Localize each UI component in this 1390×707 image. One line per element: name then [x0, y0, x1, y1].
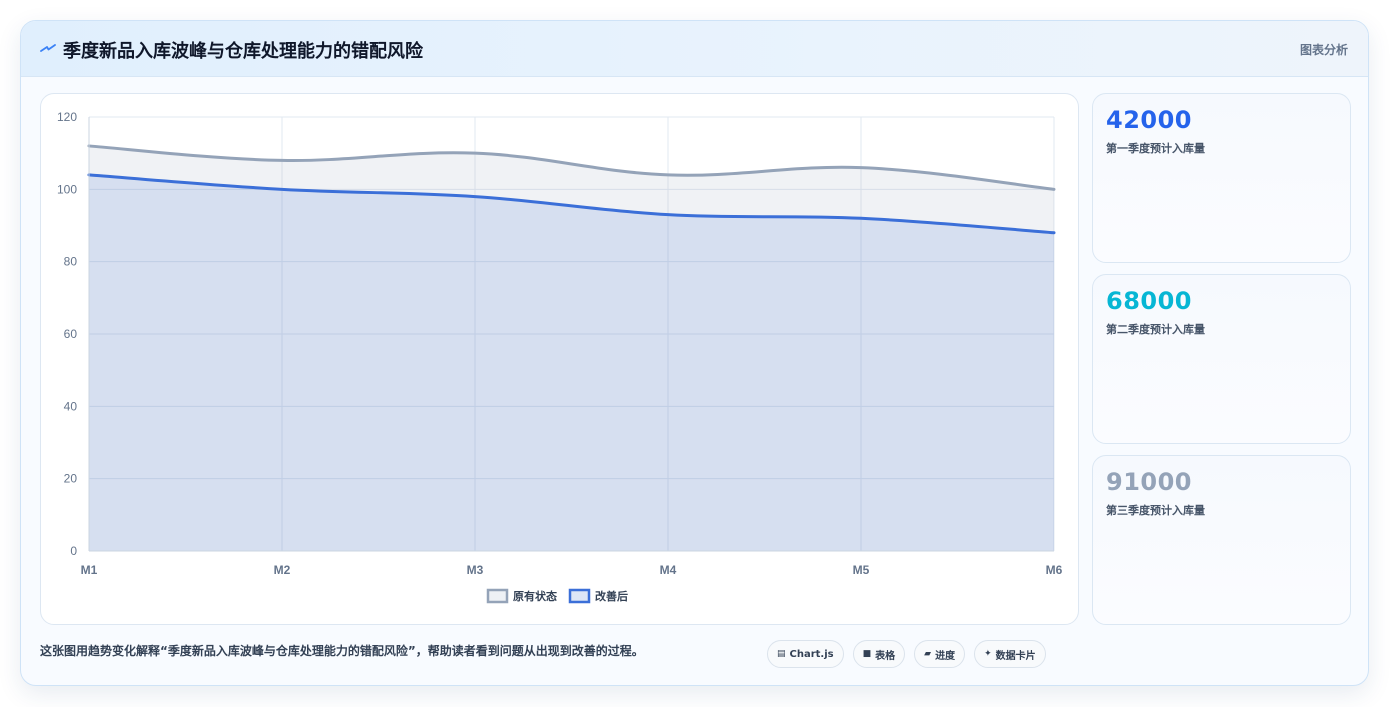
- series-line-2: [87, 173, 1056, 235]
- y-tick-label: 20: [64, 472, 78, 486]
- y-tick-label: 120: [57, 110, 77, 124]
- legend-swatch-1: [486, 588, 509, 604]
- stat-card-q1: 42000 第一季度预计入库量: [1092, 93, 1351, 263]
- x-tick-label: M4: [660, 563, 677, 577]
- y-tick-label: 60: [64, 327, 78, 341]
- trend-bolt-icon: [40, 44, 56, 52]
- series-line-1: [87, 144, 1056, 191]
- x-tick-label: M3: [467, 563, 484, 577]
- page-title: 季度新品入库波峰与仓库处理能力的错配风险: [63, 41, 423, 62]
- card-icon: ✦: [984, 649, 992, 659]
- stat-label: 第一季度预计入库量: [1106, 142, 1205, 155]
- chart-panel: 0 20 40 60 80 100 120 M1 M2 M3 M4 M5 M6 原有状态 改善后: [40, 93, 1079, 625]
- chart-card: 季度新品入库波峰与仓库处理能力的错配风险 图表分析 0 20 40 60 80 100 12…: [20, 20, 1369, 686]
- y-tick-label: 80: [64, 255, 78, 269]
- stat-card-q2: 68000 第二季度预计入库量: [1092, 274, 1351, 444]
- line-chart: 0 20 40 60 80 100 120 M1 M2 M3 M4 M5 M6 原有状态 改善后: [57, 110, 1063, 604]
- chip-label: Chart.js: [789, 648, 834, 660]
- stat-value: 68000: [1106, 287, 1192, 315]
- x-tick-label: M1: [81, 563, 98, 577]
- tag-chips: ▤ Chart.js ■ 表格 ▰ 进度 ✦ 数据卡片: [767, 640, 1046, 668]
- chip-label: 数据卡片: [995, 650, 1036, 662]
- chip-table[interactable]: ■ 表格: [852, 640, 906, 668]
- chart-icon: ▤: [777, 649, 786, 659]
- chart-caption: 这张图用趋势变化解释“季度新品入库波峰与仓库处理能力的错配风险”，帮助读者看到问…: [40, 644, 644, 658]
- stat-value: 42000: [1106, 106, 1192, 134]
- card-header: 季度新品入库波峰与仓库处理能力的错配风险 图表分析: [21, 21, 1368, 77]
- chip-label: 进度: [935, 650, 956, 662]
- x-tick-label: M2: [274, 563, 291, 577]
- stat-card-q3: 91000 第三季度预计入库量: [1092, 455, 1351, 625]
- legend-label-2: 改善后: [595, 589, 628, 603]
- y-tick-label: 0: [70, 544, 77, 558]
- chip-data-card[interactable]: ✦ 数据卡片: [974, 640, 1046, 668]
- table-icon: ■: [862, 649, 872, 659]
- legend-label-1: 原有状态: [513, 589, 557, 603]
- chip-chartjs[interactable]: ▤ Chart.js: [767, 640, 844, 668]
- stat-label: 第二季度预计入库量: [1106, 323, 1205, 336]
- x-tick-label: M5: [853, 563, 870, 577]
- y-tick-label: 40: [64, 399, 78, 413]
- header-tag: 图表分析: [1299, 43, 1348, 57]
- series-area-2: [89, 174, 1054, 551]
- chip-label: 表格: [875, 650, 896, 662]
- y-tick-label: 100: [57, 182, 77, 196]
- series-area-1: [89, 145, 1054, 551]
- progress-icon: ▰: [924, 649, 932, 659]
- legend-swatch-2: [568, 588, 591, 604]
- chip-progress[interactable]: ▰ 进度: [914, 640, 966, 668]
- stat-value: 91000: [1106, 468, 1192, 496]
- x-tick-label: M6: [1046, 563, 1063, 577]
- stat-label: 第三季度预计入库量: [1106, 504, 1205, 517]
